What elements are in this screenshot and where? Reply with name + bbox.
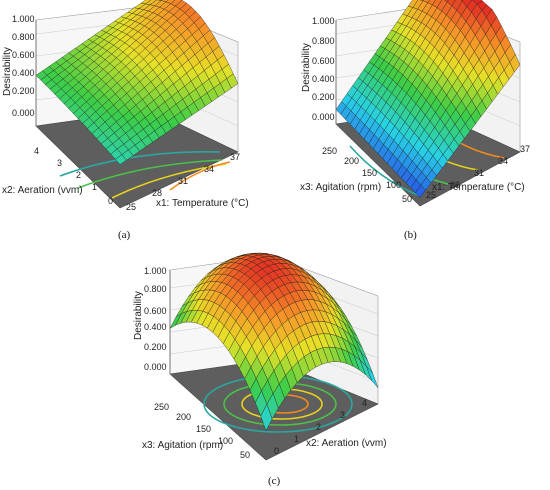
panel-c-ztick-1.000: 1.000 bbox=[144, 266, 167, 276]
panel-a-surface-facet bbox=[226, 73, 239, 89]
panel-b-y-label: x3: Agitation (rpm) bbox=[300, 182, 381, 193]
panel-a-ztick-0.000: 0.000 bbox=[12, 108, 35, 118]
panel-c-ztick-0.400: 0.400 bbox=[144, 322, 167, 332]
panel-a-ytick-4: 4 bbox=[34, 146, 39, 156]
panel-c-xtick-3: 3 bbox=[340, 410, 345, 420]
panel-b-surface-facet bbox=[427, 0, 436, 6]
panel-b-ytick-50: 50 bbox=[402, 194, 412, 204]
panel-b-ytick-150: 150 bbox=[362, 168, 377, 178]
panel-c-xtick-1: 1 bbox=[294, 434, 299, 444]
panel-c-caption: (c) bbox=[268, 475, 281, 487]
panel-b-xtick-34: 34 bbox=[498, 156, 508, 166]
panel-b-surface-facet bbox=[460, 0, 464, 2]
panel-c-ytick-250: 250 bbox=[154, 402, 169, 412]
panel-a-surface-facet bbox=[157, 0, 163, 1]
panel-a-ztick-0.800: 0.800 bbox=[12, 32, 35, 42]
panel-b-surface bbox=[335, 0, 521, 198]
panel-a-ztick-1.000: 1.000 bbox=[12, 14, 35, 24]
panel-c-ytick-50: 50 bbox=[240, 450, 250, 460]
panel-b-ztick-0.400: 0.400 bbox=[312, 74, 335, 84]
panel-a-ztick-0.200: 0.200 bbox=[12, 86, 35, 96]
panel-b-z-label: Desirability bbox=[301, 43, 312, 92]
panel-b-surface-facet bbox=[422, 0, 430, 3]
panel-b-x-label: x1: Temperature (°C) bbox=[432, 182, 525, 193]
panel-b: 1.000 0.800 0.600 0.400 0.200 0.000 Desi… bbox=[300, 0, 530, 241]
panel-a-ztick-0.600: 0.600 bbox=[12, 50, 35, 60]
panel-c-xtick-2: 2 bbox=[316, 422, 321, 432]
panel-a-xtick-31: 31 bbox=[178, 176, 188, 186]
panel-a-surface bbox=[35, 0, 239, 165]
panel-b-surface-facet bbox=[509, 54, 521, 73]
panel-c-surface bbox=[169, 252, 379, 432]
panel-a-surface-facet bbox=[165, 0, 176, 4]
panel-a-ztick-0.400: 0.400 bbox=[12, 68, 35, 78]
panel-c-ztick-0.000: 0.000 bbox=[144, 362, 167, 372]
panel-b-ztick-0.200: 0.200 bbox=[312, 92, 335, 102]
panel-a-xtick-25: 25 bbox=[126, 202, 136, 212]
panel-b-ytick-200: 200 bbox=[344, 156, 359, 166]
panel-a-z-label: Desirability bbox=[2, 47, 13, 96]
panel-a-x-label: x1: Temperature (°C) bbox=[156, 198, 249, 209]
panel-b-xtick-28: 28 bbox=[450, 180, 460, 190]
panel-b-ztick-0.000: 0.000 bbox=[312, 112, 335, 122]
panel-b-surface-facet bbox=[447, 0, 456, 7]
panel-b-xtick-37: 37 bbox=[520, 144, 530, 154]
panel-c-ytick-100: 100 bbox=[218, 436, 233, 446]
panel-c-ztick-0.600: 0.600 bbox=[144, 306, 167, 316]
panel-a: 1.000 0.800 0.600 0.400 0.200 0.000 Desi… bbox=[2, 0, 249, 241]
panel-a-xtick-34: 34 bbox=[204, 164, 214, 174]
panel-a-xtick-28: 28 bbox=[152, 188, 162, 198]
panel-a-ytick-0: 0 bbox=[108, 196, 113, 206]
panel-c-surface-facet bbox=[366, 366, 379, 388]
panel-c-xtick-4: 4 bbox=[362, 398, 367, 408]
panel-b-ztick-0.600: 0.600 bbox=[312, 56, 335, 66]
panel-b-ztick-1.000: 1.000 bbox=[312, 16, 335, 26]
panel-a-xtick-37: 37 bbox=[230, 152, 240, 162]
panel-c-ztick-0.200: 0.200 bbox=[144, 342, 167, 352]
panel-b-xtick-25: 25 bbox=[426, 190, 436, 200]
panel-b-xtick-31: 31 bbox=[474, 168, 484, 178]
panel-b-surface-facet bbox=[420, 0, 424, 2]
panel-b-ytick-250: 250 bbox=[322, 146, 337, 156]
panel-b-ytick-100: 100 bbox=[386, 180, 401, 190]
panel-c-x-label: x2: Aeration (vvm) bbox=[306, 438, 387, 449]
panel-a-floor-contours bbox=[59, 151, 231, 199]
panel-c-ytick-200: 200 bbox=[176, 412, 191, 422]
panel-c-ztick-0.800: 0.800 bbox=[144, 284, 167, 294]
panel-c: 1.000 0.800 0.600 0.400 0.200 0.000 Desi… bbox=[133, 252, 387, 487]
panel-a-y-label: x2: Aeration (vvm) bbox=[2, 185, 83, 196]
panel-c-z-label: Desirability bbox=[133, 291, 144, 340]
panel-a-ytick-3: 3 bbox=[57, 158, 62, 168]
panel-a-ytick-2: 2 bbox=[76, 170, 81, 180]
panel-a-ytick-1: 1 bbox=[92, 182, 97, 192]
panel-c-xtick-0: 0 bbox=[274, 446, 279, 456]
panel-b-ztick-0.800: 0.800 bbox=[312, 36, 335, 46]
panel-a-caption: (a) bbox=[118, 229, 131, 241]
panel-c-ytick-150: 150 bbox=[196, 424, 211, 434]
panel-c-y-label: x3: Agitation (rpm) bbox=[142, 440, 223, 451]
panel-b-caption: (b) bbox=[404, 229, 417, 241]
